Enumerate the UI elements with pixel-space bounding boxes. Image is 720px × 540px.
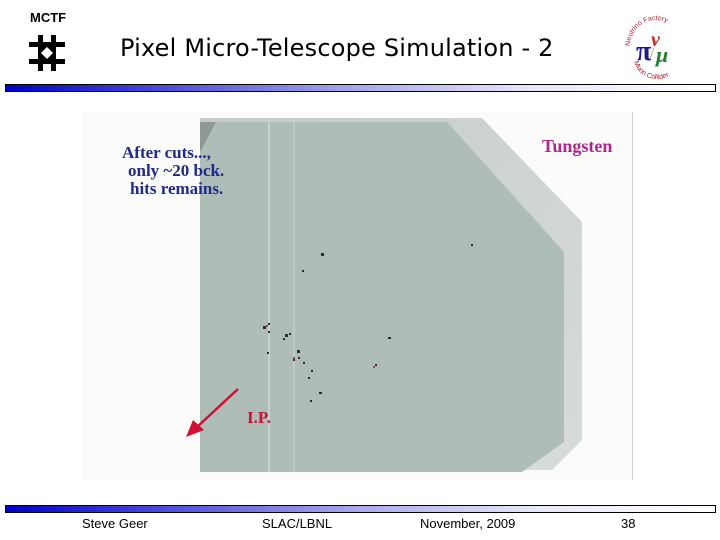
detector-hit-display: [186, 118, 582, 472]
annotation-tungsten: Tungsten: [542, 136, 613, 156]
footer-author: Steve Geer: [82, 516, 148, 531]
footer-page-number: 38: [621, 516, 636, 531]
slide-title: Pixel Micro-Telescope Simulation - 2: [120, 34, 554, 62]
annotation-cuts: After cuts..., only ~20 bck. hits remain…: [122, 144, 224, 198]
annotation-cuts-line-2: only ~20 bck.: [128, 161, 225, 180]
background-hits: [263, 244, 473, 402]
ip-arrow-icon: [196, 388, 239, 428]
svg-text:ν: ν: [651, 29, 661, 51]
footer-venue: SLAC/LBNL: [262, 516, 333, 531]
svg-text:π: π: [636, 36, 652, 67]
svg-text:/: /: [650, 45, 655, 62]
annotation-cuts-line-1: After cuts...,: [122, 143, 211, 162]
org-label: MCTF: [30, 10, 67, 25]
fermilab-logo-icon: [29, 35, 65, 71]
annotation-ip: I.P.: [247, 408, 271, 427]
svg-text:μ: μ: [655, 42, 668, 67]
neutrino-factory-muon-collider-logo-icon: Neutrino Factory Muon Collider π ν μ /: [625, 15, 671, 81]
annotation-cuts-line-3: hits remains.: [130, 179, 224, 198]
simulation-figure: After cuts..., only ~20 bck. hits remain…: [82, 112, 633, 480]
header-divider-bar: [5, 84, 716, 92]
footer-date: November, 2009: [420, 516, 516, 531]
footer-divider-bar: [5, 505, 716, 513]
detector-region-shape: [200, 122, 564, 472]
